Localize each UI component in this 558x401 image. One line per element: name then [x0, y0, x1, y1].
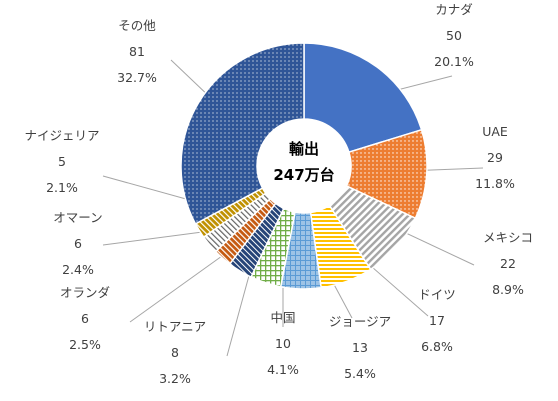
label-2-percent: 11.8%	[475, 176, 515, 191]
center-label: 輸出 247万台	[273, 140, 334, 184]
label-11-value: 81	[129, 44, 145, 59]
label-5-value: 13	[352, 340, 368, 355]
center-label-line-2: 247万台	[273, 166, 334, 184]
label-5-name: ジョージア	[329, 314, 391, 329]
label-8-name: オランダ	[60, 285, 110, 300]
label-3-percent: 8.9%	[492, 282, 524, 297]
leader-line-9	[102, 230, 211, 246]
leader-line-7	[226, 271, 251, 357]
label-7-value: 8	[171, 345, 179, 360]
leader-line-8	[129, 255, 223, 323]
label-10-value: 5	[58, 154, 66, 169]
label-2-value: 29	[487, 150, 503, 165]
label-7-name: リトアニア	[144, 319, 206, 334]
label-7-percent: 3.2%	[159, 371, 191, 386]
donut-slices	[180, 42, 428, 290]
label-3-value: 22	[500, 256, 516, 271]
donut-hole	[257, 119, 351, 213]
label-3-name: メキシコ	[483, 230, 533, 245]
label-6-percent: 4.1%	[267, 362, 299, 377]
label-1-percent: 20.1%	[434, 54, 474, 69]
label-10-percent: 2.1%	[46, 180, 78, 195]
label-10-name: ナイジェリア	[24, 128, 99, 143]
label-9-percent: 2.4%	[62, 262, 94, 277]
label-6-value: 10	[275, 336, 291, 351]
label-6-name: 中国	[270, 310, 295, 325]
data-labels: カナダ 50 20.1% UAE 29 11.8% メキシコ 22 8.9% ドイツ 17 6.8% ジ…	[24, 2, 533, 386]
label-9-name: オマーン	[53, 210, 102, 225]
center-label-line-1: 輸出	[289, 140, 319, 158]
label-8-value: 6	[81, 311, 89, 326]
label-4-value: 17	[429, 313, 445, 328]
label-11-percent: 32.7%	[117, 70, 157, 85]
label-1-name: カナダ	[435, 2, 473, 17]
label-4-percent: 6.8%	[421, 339, 453, 354]
label-4-name: ドイツ	[418, 287, 456, 302]
label-1-value: 50	[446, 28, 462, 43]
label-5-percent: 5.4%	[344, 366, 376, 381]
label-2-name: UAE	[482, 124, 508, 139]
label-11-name: その他	[118, 18, 156, 33]
label-9-value: 6	[74, 236, 82, 251]
label-8-percent: 2.5%	[69, 337, 101, 352]
